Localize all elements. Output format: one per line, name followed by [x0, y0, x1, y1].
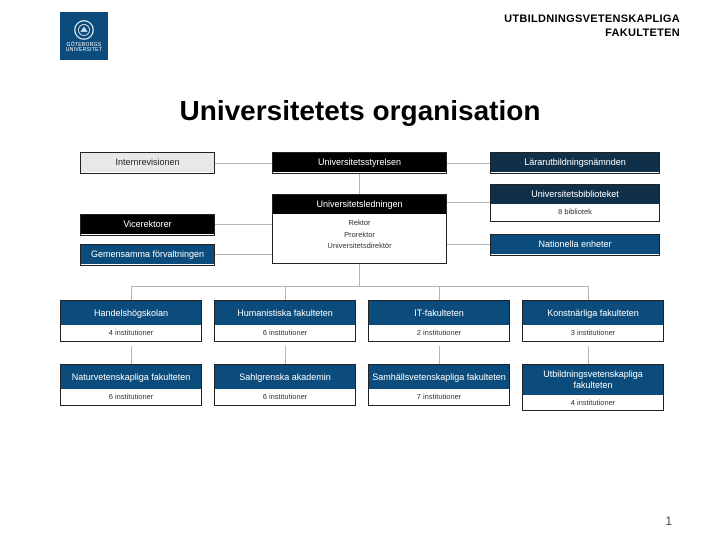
connector-line: [215, 224, 272, 225]
faculty-label: IT-fakulteten: [369, 301, 509, 325]
header-faculty-text: UTBILDNINGSVETENSKAPLIGA FAKULTETEN: [504, 12, 680, 41]
connector-line: [447, 244, 490, 245]
node-subline: Universitetsdirektör: [275, 240, 444, 252]
header: GÖTEBORGS UNIVERSITET UTBILDNINGSVETENSK…: [0, 0, 720, 60]
connector-line: [359, 174, 360, 194]
connector-line: [131, 286, 132, 300]
faculty-label: Handelshögskolan: [61, 301, 201, 325]
connector-line: [447, 202, 490, 203]
header-line-1: UTBILDNINGSVETENSKAPLIGA: [504, 12, 680, 26]
faculty-label: Samhällsvetenskapliga fakulteten: [369, 365, 509, 389]
page-title: Universitetets organisation: [0, 95, 720, 127]
faculty-label: Naturvetenskapliga fakulteten: [61, 365, 201, 389]
faculty-node: Samhällsvetenskapliga fakulteten7 instit…: [368, 364, 510, 406]
connector-line: [285, 286, 286, 300]
org-chart: Internrevisionen Universitetsstyrelsen Lär…: [50, 152, 670, 452]
faculty-node: IT-fakulteten2 institutioner: [368, 300, 510, 342]
university-logo: GÖTEBORGS UNIVERSITET: [60, 12, 108, 60]
faculty-label: Sahlgrenska akademin: [215, 365, 355, 389]
faculty-sublabel: 6 institutioner: [61, 389, 201, 405]
faculty-label: Humanistiska fakulteten: [215, 301, 355, 325]
connector-line: [215, 254, 272, 255]
header-line-2: FAKULTETEN: [504, 26, 680, 40]
connector-line: [447, 163, 490, 164]
faculty-node: Utbildningsvetenskapliga fakulteten4 ins…: [522, 364, 664, 411]
faculty-sublabel: 7 institutioner: [369, 389, 509, 405]
faculty-label: Utbildningsvetenskapliga fakulteten: [523, 365, 663, 395]
node-nationella: Nationella enheter: [490, 234, 660, 256]
faculty-node: Naturvetenskapliga fakulteten6 instituti…: [60, 364, 202, 406]
node-internrevisionen: Internrevisionen: [80, 152, 215, 174]
faculty-sublabel: 6 institutioner: [215, 389, 355, 405]
node-sublabel: 8 bibliotek: [491, 204, 659, 220]
connector-line: [215, 163, 272, 164]
connector-line: [588, 346, 589, 364]
node-subline: Rektor: [275, 217, 444, 229]
page-number: 1: [665, 514, 672, 528]
logo-text-2: UNIVERSITET: [66, 48, 102, 54]
faculty-sublabel: 4 institutioner: [61, 325, 201, 341]
connector-line: [359, 264, 360, 286]
node-universitetsbiblioteket: Universitetsbiblioteket8 bibliotek: [490, 184, 660, 222]
node-subline: Prorektor: [275, 229, 444, 241]
node-universitetsstyrelsen: Universitetsstyrelsen: [272, 152, 447, 174]
node-label: Lärarutbildningsnämnden: [491, 153, 659, 172]
connector-line: [439, 286, 440, 300]
connector-line: [588, 286, 589, 300]
node-sublines: RektorProrektorUniversitetsdirektör: [273, 214, 446, 255]
node-label: Universitetsbiblioteket: [491, 185, 659, 204]
faculty-node: Humanistiska fakulteten6 institutioner: [214, 300, 356, 342]
faculty-node: Konstnärliga fakulteten3 institutioner: [522, 300, 664, 342]
faculty-sublabel: 2 institutioner: [369, 325, 509, 341]
node-lararutbildningsnamnden: Lärarutbildningsnämnden: [490, 152, 660, 174]
connector-line: [439, 346, 440, 364]
faculty-sublabel: 3 institutioner: [523, 325, 663, 341]
seal-icon: [73, 19, 95, 41]
node-label: Universitetsledningen: [273, 195, 446, 214]
faculty-node: Handelshögskolan4 institutioner: [60, 300, 202, 342]
connector-line: [131, 346, 132, 364]
node-label: Vicerektorer: [81, 215, 214, 234]
faculty-sublabel: 6 institutioner: [215, 325, 355, 341]
node-label: Universitetsstyrelsen: [273, 153, 446, 172]
faculty-label: Konstnärliga fakulteten: [523, 301, 663, 325]
node-label: Gemensamma förvaltningen: [81, 245, 214, 264]
node-label: Nationella enheter: [491, 235, 659, 254]
connector-line: [131, 286, 588, 287]
faculty-sublabel: 4 institutioner: [523, 395, 663, 411]
node-gemensamma: Gemensamma förvaltningen: [80, 244, 215, 266]
faculty-node: Sahlgrenska akademin6 institutioner: [214, 364, 356, 406]
node-vicerektorer: Vicerektorer: [80, 214, 215, 236]
node-universitetsledningen: UniversitetsledningenRektorProrektorUniv…: [272, 194, 447, 264]
node-label: Internrevisionen: [81, 153, 214, 172]
connector-line: [285, 346, 286, 364]
